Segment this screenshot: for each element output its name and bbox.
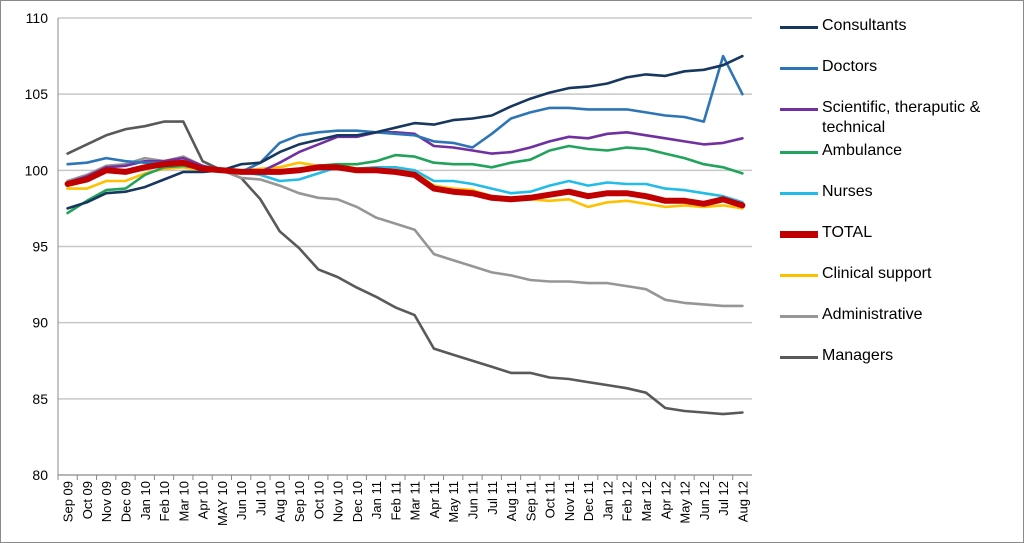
x-tick-label: Jul 10 <box>253 481 268 516</box>
legend-item: Managers <box>780 346 893 366</box>
x-tick-label: Feb 10 <box>157 481 172 521</box>
legend-item: Clinical support <box>780 264 931 284</box>
x-tick-label: Jul 11 <box>485 481 500 515</box>
legend-label: Consultants <box>822 17 907 34</box>
x-tick-label: Nov 11 <box>562 481 577 521</box>
series-line-consultants <box>66 54 744 210</box>
legend-item: TOTAL <box>780 223 872 243</box>
x-tick-label: Sep 09 <box>61 481 76 522</box>
legend-swatch <box>780 274 818 277</box>
legend-item: Scientific, theraputic & technical <box>780 98 1012 138</box>
legend-swatch <box>780 231 818 238</box>
x-tick-label: Feb 12 <box>620 481 635 521</box>
series-line-ambulance <box>66 144 744 215</box>
x-tick-label: Jan 10 <box>138 481 153 520</box>
x-tick-label: Apr 12 <box>658 481 673 519</box>
legend-label: Doctors <box>822 58 878 75</box>
x-tick-label: Dec 09 <box>118 481 133 522</box>
x-tick-label: Oct 10 <box>311 481 326 519</box>
x-tick-label: Dec 11 <box>581 481 596 521</box>
y-tick-label: 100 <box>25 162 49 178</box>
x-tick-label: May 12 <box>678 481 693 524</box>
legend-swatch <box>780 67 818 70</box>
x-tick-label: Jan 12 <box>600 481 615 520</box>
x-tick-label: Apr 10 <box>196 481 211 519</box>
x-tick-label: Feb 11 <box>388 481 403 521</box>
legend-swatch <box>780 108 818 111</box>
series-line-doctors <box>66 54 744 174</box>
legend-label: Administrative <box>822 306 923 323</box>
x-tick-label: Mar 12 <box>639 481 654 521</box>
series-line-total <box>64 159 746 209</box>
y-tick-label: 85 <box>32 391 48 407</box>
x-tick-label: Oct 09 <box>80 481 95 519</box>
legend-item: Consultants <box>780 16 907 36</box>
legend-label: Clinical support <box>822 265 932 282</box>
x-tick-label: Jun 10 <box>234 481 249 520</box>
x-tick-label: Aug 12 <box>735 481 750 522</box>
series-line-scientific-theraputic-technical <box>66 131 744 184</box>
legend-item: Doctors <box>780 57 877 77</box>
legend-label: Nurses <box>822 183 873 200</box>
legend-item: Administrative <box>780 305 922 325</box>
legend-swatch <box>780 315 818 318</box>
legend-item: Ambulance <box>780 141 902 161</box>
x-tick-label: Apr 11 <box>427 481 442 518</box>
legend-label: Ambulance <box>822 142 903 159</box>
series-line-managers <box>66 120 744 416</box>
legend-swatch <box>780 356 818 359</box>
legend-label: TOTAL <box>822 224 873 241</box>
y-tick-label: 80 <box>32 467 48 483</box>
legend-item: Nurses <box>780 182 873 202</box>
y-tick-label: 105 <box>25 86 49 102</box>
y-tick-label: 110 <box>26 10 49 26</box>
x-tick-label: MAY 10 <box>215 481 230 526</box>
y-tick-label: 95 <box>32 239 48 255</box>
y-tick-label: 90 <box>32 315 48 331</box>
x-tick-label: Dec 10 <box>350 481 365 522</box>
x-tick-label: Mar 11 <box>408 481 423 521</box>
legend-swatch <box>780 151 818 154</box>
legend-swatch <box>780 192 818 195</box>
x-tick-label: May 11 <box>446 481 461 523</box>
x-tick-label: Oct 11 <box>543 481 558 518</box>
x-tick-label: Nov 09 <box>99 481 114 522</box>
x-tick-label: Aug 10 <box>273 481 288 522</box>
legend-swatch <box>780 26 818 29</box>
x-tick-label: Jun 11 <box>465 481 480 519</box>
x-tick-label: Jan 11 <box>369 481 384 519</box>
x-tick-label: Jul 12 <box>716 481 731 516</box>
x-tick-label: Sep 11 <box>523 481 538 521</box>
x-tick-label: Sep 10 <box>292 481 307 522</box>
x-tick-label: Jun 12 <box>697 481 712 520</box>
x-tick-label: Aug 11 <box>504 481 519 521</box>
x-tick-label: Nov 10 <box>331 481 346 522</box>
x-tick-label: Mar 10 <box>176 481 191 521</box>
legend-label: Managers <box>822 347 894 364</box>
legend-label: Scientific, theraputic & technical <box>822 99 981 136</box>
